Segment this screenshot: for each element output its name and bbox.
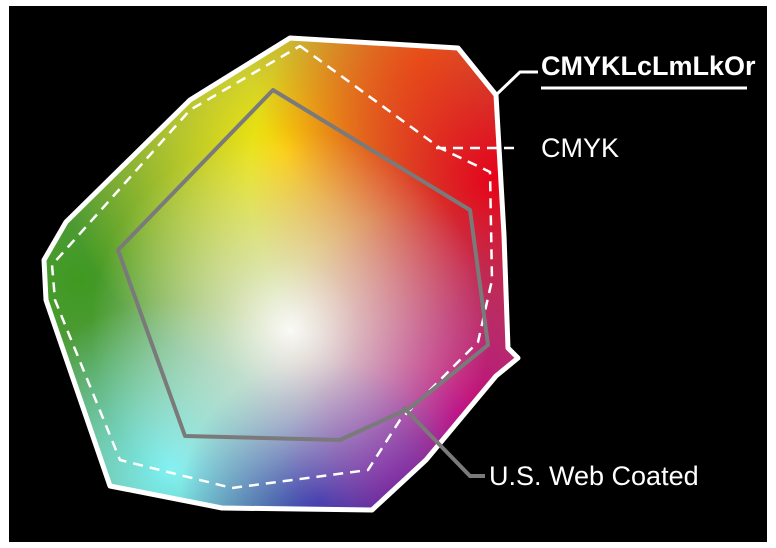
cmyklclmlkor-gamut-outline: [41, 35, 521, 513]
us-web-coated-gamut-outline: [116, 88, 490, 442]
gamut-color-fill: [44, 38, 518, 510]
cmyklclmlkor-label: CMYKLcLmLkOr: [541, 51, 756, 81]
cmyk-gamut-outline: [50, 44, 494, 490]
us-web-coated-leader-line: [401, 405, 485, 478]
cmyk-label: CMYK: [541, 133, 619, 163]
cmyklclmlkor-leader-line: [494, 70, 538, 97]
us-web-coated-label: U.S. Web Coated: [489, 461, 699, 491]
gamut-svg: CMYKLcLmLkOr CMYK U.S. Web Coated: [41, 35, 756, 513]
gamut-diagram: CMYKLcLmLkOr CMYK U.S. Web Coated: [9, 6, 767, 542]
